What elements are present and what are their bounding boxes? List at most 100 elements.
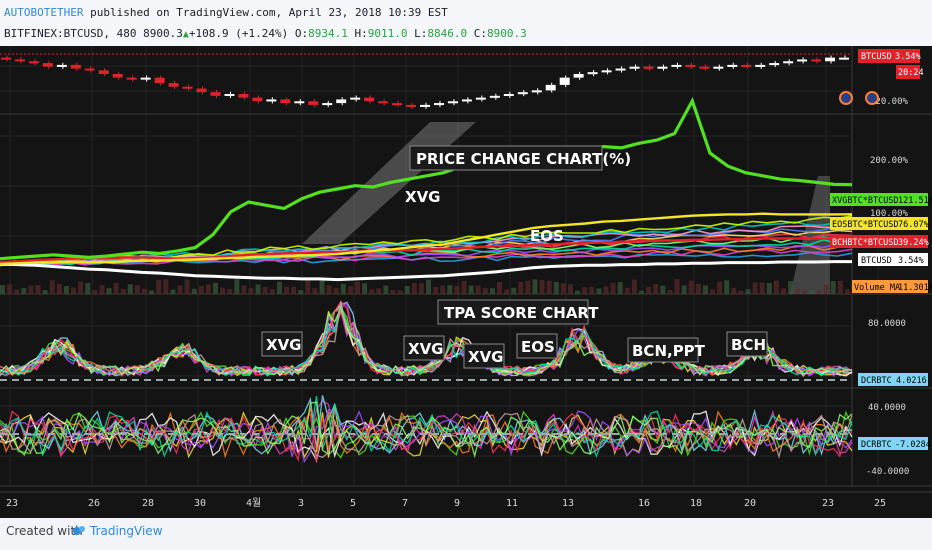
tpa-dcr-label: DCRBTC <box>861 376 892 386</box>
volume-bar <box>42 290 48 294</box>
candle-body <box>587 72 598 75</box>
open-label: O: <box>294 27 309 40</box>
volume-bar <box>518 281 524 294</box>
candle-body <box>14 59 25 62</box>
tpa-score-line <box>0 301 853 377</box>
created-with-label: Created with <box>6 524 83 538</box>
tradingview-brand-link[interactable]: TradingView <box>90 524 163 538</box>
candle-body <box>685 64 696 67</box>
volume-bar <box>461 280 467 294</box>
candle-body <box>350 97 361 100</box>
volume-bar <box>213 282 218 294</box>
chart-canvas[interactable]: PRICE CHANGE CHART(%) XVG EOS TPA SCORE … <box>0 46 932 518</box>
volume-bar <box>639 290 644 294</box>
candle-body <box>755 64 766 67</box>
axis-label-neg20: -20.00% <box>870 97 909 107</box>
tpa-dcr-badge: DCRBTC 4.0216 <box>858 373 928 386</box>
price-change-title: PRICE CHANGE CHART(%) <box>416 150 631 168</box>
candle-body <box>84 68 95 71</box>
volume-bar <box>702 285 708 294</box>
volume-bar <box>397 290 403 294</box>
volume-bar <box>745 289 751 294</box>
candle-body <box>447 101 458 104</box>
volume-bar <box>788 281 794 294</box>
volume-bar <box>766 283 772 294</box>
volume-bar <box>646 286 652 294</box>
volume-bar <box>347 286 353 294</box>
annotation-tpa-xvg-1: XVG <box>266 336 302 354</box>
volume-bar <box>284 286 289 294</box>
volume-bar <box>248 288 254 294</box>
candle-body <box>433 103 444 106</box>
volume-bar <box>816 290 822 294</box>
candle-body <box>308 101 319 105</box>
volume-bar <box>106 288 112 294</box>
tpa-xvg-box-1 <box>261 331 303 357</box>
candle-body <box>336 99 347 104</box>
volume-bar <box>163 279 169 294</box>
x-tick-label: 3 <box>298 498 304 509</box>
chart-area[interactable]: PRICE CHANGE CHART(%) XVG EOS TPA SCORE … <box>0 46 932 518</box>
close-label: C: <box>473 27 487 40</box>
x-tick-label: 28 <box>142 498 154 509</box>
candle-body <box>615 68 626 71</box>
event-flag-icon[interactable] <box>839 91 853 105</box>
volume-bar <box>809 290 815 294</box>
axis-label-40: 40.0000 <box>868 403 906 413</box>
x-tick-label: 4월 <box>246 497 261 509</box>
volume-bar <box>35 284 41 294</box>
volume-bar <box>191 288 197 294</box>
series-badge-bch: BCHBTC*BTCUSD 39.24% <box>830 235 929 248</box>
volume-bar <box>454 285 460 294</box>
volume-bar <box>362 283 368 294</box>
candle-body <box>392 103 403 106</box>
candle-body <box>643 66 654 69</box>
candle-body <box>28 61 39 64</box>
candle-body <box>294 101 305 104</box>
ohlc-line: BITFINEX:BTCUSD, 480 8900.3▲+108.9 (+1.2… <box>4 27 527 40</box>
x-tick-label: 18 <box>690 498 702 509</box>
candle-body <box>42 63 53 67</box>
axis-label-neg40: -40.0000 <box>866 467 909 477</box>
volume-bar <box>333 288 339 294</box>
volume-bar <box>326 285 332 294</box>
candle-body <box>364 97 375 102</box>
volume-bar <box>184 279 190 294</box>
candle-body <box>322 103 333 106</box>
volume-bar <box>589 286 595 294</box>
candle-body <box>531 90 542 93</box>
candle-body <box>238 94 249 98</box>
volume-bar <box>497 282 502 294</box>
volume-bar <box>667 289 673 294</box>
price-change-title-box <box>409 145 603 171</box>
volume-bar <box>837 280 843 294</box>
volume-bar <box>568 284 573 294</box>
osc-dcr-badge: DCRBTC -7.0284 <box>858 437 931 450</box>
x-tick-label: 30 <box>194 498 206 509</box>
btcusd-badge-value: 3.54% <box>895 52 921 62</box>
tpa-title-box <box>437 299 589 325</box>
volume-bar <box>56 283 62 294</box>
candle-body <box>475 97 486 100</box>
series-badge-eos-value: 76.07% <box>898 220 929 230</box>
volume-bar <box>575 290 581 294</box>
candle-body <box>378 101 389 104</box>
candlestick-series <box>1 55 849 109</box>
candle-body <box>517 92 528 95</box>
volume-bar <box>120 289 126 294</box>
oscillator-line <box>0 412 853 459</box>
volume-bar <box>198 285 204 294</box>
candle-body <box>559 77 570 85</box>
dividend-flag-icon[interactable] <box>865 91 879 105</box>
candle-body <box>266 99 277 102</box>
volume-bar <box>85 283 91 294</box>
volume-bar <box>844 289 850 294</box>
volume-bars <box>0 279 850 294</box>
candle-body <box>713 66 724 69</box>
volume-bar <box>731 287 737 294</box>
volume-bar <box>170 289 176 294</box>
volume-bar <box>802 290 808 294</box>
author-link[interactable]: AUTOBOTETHER <box>4 6 84 19</box>
volume-bar <box>255 284 261 294</box>
annotation-tpa-xvg-2: XVG <box>408 340 444 358</box>
